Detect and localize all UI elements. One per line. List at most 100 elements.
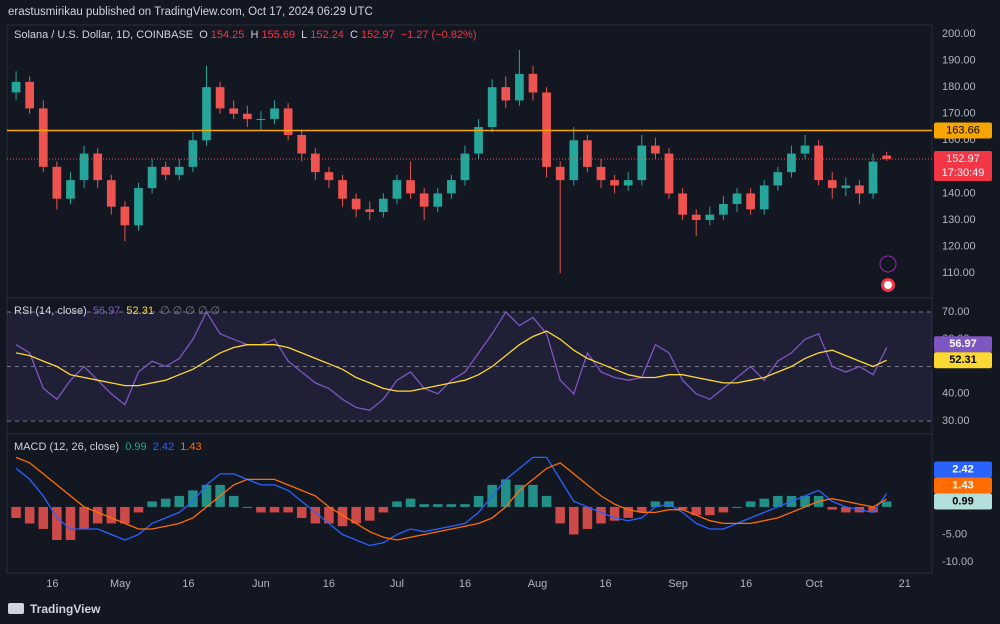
candle-body bbox=[555, 166, 565, 181]
candle-body bbox=[324, 172, 334, 181]
histogram-bar bbox=[378, 506, 389, 513]
series-line bbox=[15, 456, 888, 547]
candle-body bbox=[814, 145, 823, 181]
last-price-box bbox=[934, 150, 992, 181]
candle-body bbox=[270, 108, 279, 120]
event-icon[interactable] bbox=[879, 255, 897, 273]
histogram-bar bbox=[582, 506, 593, 529]
histogram-bar bbox=[160, 498, 171, 507]
histogram-bar bbox=[147, 501, 157, 507]
macd-legend: MACD (12, 26, close) 0.99 2.42 1.43 bbox=[14, 441, 205, 453]
candle-body bbox=[827, 180, 837, 189]
candle-body bbox=[120, 206, 130, 226]
macd-last-box bbox=[934, 461, 992, 478]
legend-title: RSI (14, close) bbox=[14, 305, 87, 317]
legend-value: 154.25 bbox=[210, 29, 245, 41]
histogram-bar bbox=[541, 495, 552, 507]
histogram-bar bbox=[256, 506, 266, 513]
histogram-bar bbox=[106, 506, 117, 524]
series-line bbox=[15, 330, 887, 392]
candle-body bbox=[242, 113, 252, 120]
series-line bbox=[15, 456, 888, 541]
candle-body bbox=[79, 153, 89, 181]
legend-title: MACD (12, 26, close) bbox=[14, 441, 120, 453]
histogram-bar bbox=[432, 504, 443, 507]
candle-body bbox=[52, 166, 62, 199]
x-tick-label: Jun bbox=[252, 578, 270, 590]
candle-body bbox=[202, 87, 211, 141]
candle-body bbox=[596, 166, 606, 181]
histogram-bar bbox=[419, 504, 429, 507]
x-tick-label: 16 bbox=[46, 578, 58, 590]
y-tick-label: -5.00 bbox=[942, 528, 967, 540]
candle-body bbox=[746, 193, 755, 210]
candle-body bbox=[610, 180, 619, 186]
candle-body bbox=[583, 140, 592, 167]
candle-body bbox=[623, 180, 633, 186]
histogram-bar bbox=[392, 501, 402, 507]
histogram-bar bbox=[337, 506, 348, 527]
x-tick-label: Aug bbox=[528, 578, 548, 590]
candle-body bbox=[569, 140, 579, 181]
candle-body bbox=[691, 214, 701, 220]
candle-body bbox=[406, 180, 415, 194]
legend-value: 155.69 bbox=[261, 29, 296, 41]
histogram-bar bbox=[65, 506, 76, 540]
last-price: 152.97 bbox=[946, 153, 980, 165]
histogram-bar bbox=[228, 495, 239, 507]
histogram-bar bbox=[133, 506, 144, 513]
y-tick-label: 200.00 bbox=[942, 28, 976, 40]
y-tick-label: 130.00 bbox=[942, 214, 976, 226]
candle-body bbox=[188, 140, 198, 167]
candle-body bbox=[433, 193, 443, 207]
level-label: 163.66 bbox=[946, 124, 980, 136]
x-tick-label: 16 bbox=[459, 578, 471, 590]
candle-body bbox=[542, 92, 551, 167]
candle-body bbox=[787, 153, 796, 173]
pane-frame bbox=[6, 24, 933, 574]
histogram-last: 0.99 bbox=[952, 495, 973, 507]
signal-last-box bbox=[934, 477, 992, 494]
histogram-bar bbox=[296, 506, 307, 518]
y-tick-label: 140.00 bbox=[942, 187, 976, 199]
candle-body bbox=[283, 108, 293, 135]
candle-body bbox=[501, 87, 511, 101]
histogram-bar bbox=[38, 506, 49, 529]
candle-body bbox=[93, 153, 103, 181]
histogram-bar bbox=[351, 506, 361, 524]
histogram-bar bbox=[52, 506, 62, 540]
y-tick-label: 70.00 bbox=[942, 306, 970, 318]
histogram-bar bbox=[528, 484, 538, 507]
histogram-bar bbox=[405, 498, 416, 507]
candle-body bbox=[651, 145, 660, 154]
histogram-bar bbox=[650, 501, 661, 507]
histogram-bar bbox=[718, 506, 729, 513]
series-line bbox=[15, 310, 888, 411]
countdown: 17:30:49 bbox=[942, 167, 985, 179]
candle-body bbox=[664, 153, 674, 194]
candle-body bbox=[38, 108, 48, 167]
footer: TradingView bbox=[30, 602, 101, 616]
candle-body bbox=[678, 193, 687, 215]
histogram-bar bbox=[732, 506, 742, 508]
histogram-bar bbox=[283, 506, 293, 513]
histogram-bar bbox=[609, 506, 620, 521]
candle-body bbox=[161, 166, 171, 175]
histogram-bar bbox=[269, 506, 280, 513]
y-tick-label: 30.00 bbox=[942, 415, 970, 427]
histogram-bar bbox=[324, 506, 334, 524]
histogram-bar bbox=[446, 504, 457, 507]
histogram-bar bbox=[24, 506, 35, 524]
legend-value: 0.99 bbox=[125, 441, 147, 453]
histogram-bar bbox=[881, 501, 892, 507]
level-label-box bbox=[934, 122, 992, 139]
x-tick-label: Jul bbox=[390, 578, 404, 590]
candle-body bbox=[11, 81, 21, 93]
x-tick-label: Oct bbox=[806, 578, 823, 590]
legend-change: −1.27 (−0.82%) bbox=[400, 29, 477, 41]
candle-body bbox=[229, 108, 239, 114]
legend-title: Solana / U.S. Dollar, 1D, COINBASE bbox=[14, 29, 194, 41]
event-icon bbox=[884, 281, 892, 289]
histogram-bar bbox=[569, 506, 579, 535]
histogram-bar bbox=[242, 506, 253, 508]
